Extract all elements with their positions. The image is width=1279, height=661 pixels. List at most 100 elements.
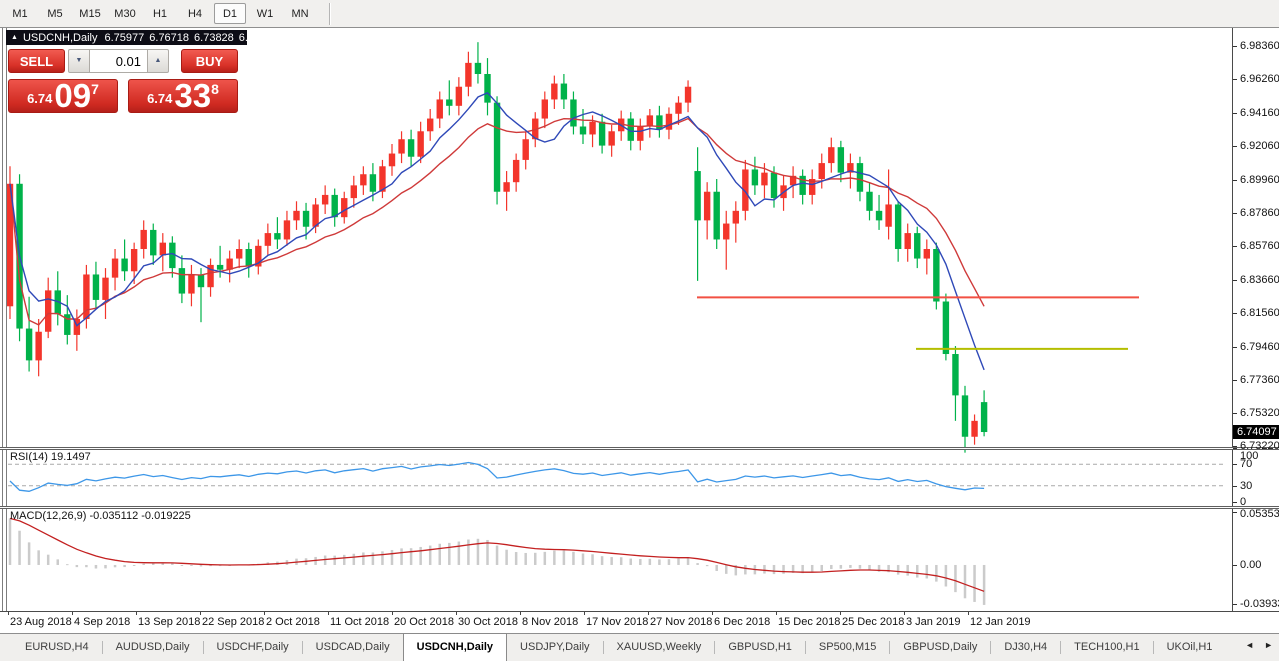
macd-axis-label: 0.053532 [1240,508,1279,520]
ohlc-open: 6.75977 [104,31,145,44]
date-tick [392,612,393,615]
date-axis-label: 20 Oct 2018 [394,616,454,628]
tab-separator [202,641,204,654]
collapse-one-click-icon[interactable]: ▲ [11,34,18,41]
sell-price-sup: 7 [91,81,99,97]
buy-button[interactable]: BUY [181,49,238,73]
tab-ukoil-h1[interactable]: UKOil,H1 [1166,641,1213,653]
tab-usdcnh-daily[interactable]: USDCNH,Daily [402,633,508,661]
tab-separator [714,641,716,654]
price-chart[interactable] [0,28,1233,613]
axis-tick [1233,604,1237,605]
price-axis-label: 6.89960 [1240,174,1279,186]
tab-usdchf-daily[interactable]: USDCHF,Daily [216,641,289,653]
axis-tick [1233,313,1237,314]
date-axis[interactable]: 23 Aug 2018 4 Sep 2018 13 Sep 2018 22 Sep 2… [0,612,1233,633]
date-tick [648,612,649,615]
volume-increment-button[interactable]: ▲ [147,49,169,73]
timeframe-button-w1[interactable]: W1 [256,8,274,20]
axis-tick [1233,46,1237,47]
toolbar-separator [329,2,330,25]
timeframe-button-h4[interactable]: H4 [187,8,203,20]
buy-price-tile[interactable]: 6.74 33 8 [128,79,238,113]
axis-tick [1233,146,1237,147]
date-tick [72,612,73,615]
timeframe-button-m15[interactable]: M15 [79,8,101,20]
volume-decrement-button[interactable]: ▼ [68,49,90,73]
tab-gbpusd-h1[interactable]: GBPUSD,H1 [728,641,792,653]
ohlc-low: 6.73828 [194,31,234,44]
date-axis-label: 25 Dec 2018 [842,616,905,628]
tab-separator [1060,641,1062,654]
tab-sp500-m15[interactable]: SP500,M15 [818,641,877,653]
axis-tick [1233,464,1237,465]
macd-axis-label: -0.039333 [1240,598,1279,610]
rsi-macd-divider[interactable] [0,506,1279,509]
axis-tick [1233,448,1237,449]
date-axis-label: 3 Jan 2019 [906,616,961,628]
axis-tick [1233,79,1237,80]
axis-tick [1233,246,1237,247]
current-price-tag: 6.74097 [1233,425,1279,439]
tab-separator [889,641,891,654]
tab-dj30-h4[interactable]: DJ30,H4 [1004,641,1048,653]
tab-scroll-right-icon[interactable]: ► [1264,640,1273,650]
chart-rsi-divider[interactable] [0,447,1279,450]
price-axis-label: 6.94160 [1240,107,1279,119]
buy-price-sup: 8 [211,81,219,97]
price-axis-label: 6.73220 [1240,440,1279,452]
buy-price-big: 33 [174,76,212,114]
axis-tick [1233,502,1237,503]
sell-price-prefix: 6.74 [27,91,53,106]
chart-title-bar[interactable]: ▲ USDCNH,Daily 6.75977 6.76718 6.73828 6… [6,30,279,45]
tab-gbpusd-daily[interactable]: GBPUSD,Daily [903,641,978,653]
rsi-axis-label: 100 [1240,450,1259,462]
axis-tick [1233,180,1237,181]
sell-button[interactable]: SELL [8,49,65,73]
price-axis-label: 6.92060 [1240,140,1279,152]
tab-usdcad-daily[interactable]: USDCAD,Daily [315,641,390,653]
date-tick [968,612,969,615]
date-tick [8,612,9,615]
timeframe-button-m30[interactable]: M30 [114,8,136,20]
price-axis[interactable]: 6.98360 6.96260 6.94160 6.92060 6.89960 6.878… [1233,0,1279,633]
sell-price-tile[interactable]: 6.74 09 7 [8,79,118,113]
chart-symbol-label: USDCNH,Daily [22,31,98,44]
date-tick [520,612,521,615]
buy-price-prefix: 6.74 [147,91,173,106]
date-tick [840,612,841,615]
timeframe-button-d1[interactable]: D1 [214,3,246,24]
timeframe-button-m5[interactable]: M5 [47,8,63,20]
tab-tech100-h1[interactable]: TECH100,H1 [1074,641,1140,653]
axis-tick [1233,113,1237,114]
tab-usdjpy-daily[interactable]: USDJPY,Daily [520,641,590,653]
axis-tick [1233,413,1237,414]
tab-scroll-arrows: ◄ ► [1245,640,1273,650]
price-axis-border [1232,28,1233,612]
one-click-trading-panel: SELL ▼ ▲ BUY 6.74 09 7 6.74 33 8 [8,49,238,113]
chart-tabs: EURUSD,H4 AUDUSD,Daily USDCHF,Daily USDCAD,… [0,633,1279,661]
timeframe-button-mn[interactable]: MN [291,8,309,20]
date-axis-label: 8 Nov 2018 [522,616,579,628]
date-tick [200,612,201,615]
tab-separator [602,641,604,654]
tab-xauusd-weekly[interactable]: XAUUSD,Weekly [616,641,702,653]
macd-label: MACD(12,26,9) -0.035112 -0.019225 [10,510,191,522]
date-axis-label: 4 Sep 2018 [74,616,131,628]
timeframe-button-h1[interactable]: H1 [152,8,168,20]
volume-input[interactable] [90,49,147,73]
axis-tick [1233,446,1237,447]
price-axis-label: 6.98360 [1240,40,1279,52]
date-tick [136,612,137,615]
tab-scroll-left-icon[interactable]: ◄ [1245,640,1255,650]
tab-eurusd-h4[interactable]: EURUSD,H4 [25,641,89,653]
tab-audusd-daily[interactable]: AUDUSD,Daily [115,641,190,653]
date-axis-label: 27 Nov 2018 [650,616,713,628]
timeframe-button-m1[interactable]: M1 [12,8,28,20]
ohlc-close: 6.74097 [238,31,279,44]
date-tick [456,612,457,615]
tab-separator [301,641,303,654]
rsi-axis-label: 0 [1240,496,1247,508]
price-axis-label: 6.87860 [1240,207,1279,219]
price-axis-label: 6.77360 [1240,374,1279,386]
